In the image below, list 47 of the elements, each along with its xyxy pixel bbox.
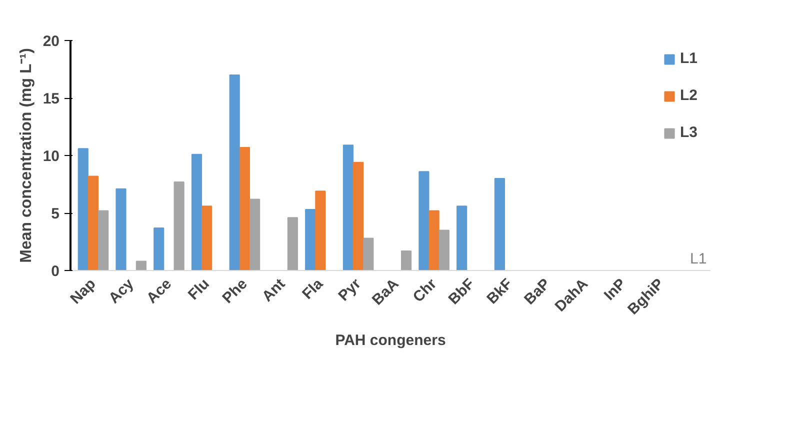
bar <box>78 148 88 270</box>
bar <box>202 206 212 270</box>
y-tick-label: 10 <box>42 148 60 165</box>
bar <box>154 227 164 270</box>
bar <box>98 210 109 270</box>
y-axis-title: Mean concentration (mg L⁻¹) <box>18 48 35 263</box>
bar <box>287 217 298 270</box>
bar <box>305 209 316 270</box>
legend-label: L1 <box>680 50 699 67</box>
bar <box>438 230 450 270</box>
x-tick-label: Pyr <box>335 275 364 305</box>
bar <box>116 188 126 270</box>
x-tick-label: BaP <box>521 275 554 308</box>
x-axis-title: PAH congeners <box>335 332 446 350</box>
x-tick-label: Acy <box>106 275 138 307</box>
y-tick-label: 20 <box>42 33 60 50</box>
x-tick-label: Fla <box>299 275 327 303</box>
bar <box>239 146 250 270</box>
y-tick-label: 15 <box>42 90 60 108</box>
bar <box>250 198 260 270</box>
bar <box>456 206 468 270</box>
bar <box>353 162 364 270</box>
x-tick-label: BaA <box>368 275 402 309</box>
bar <box>136 260 146 270</box>
bar <box>342 144 354 270</box>
bar <box>363 238 374 270</box>
bar <box>315 190 326 270</box>
bar <box>494 178 505 270</box>
bar <box>229 74 240 270</box>
bar <box>174 181 184 270</box>
x-tick-label: Ant <box>258 275 289 306</box>
x-tick-label: Chr <box>410 275 440 306</box>
x-tick-label: Ace <box>143 275 175 307</box>
x-tick-label: Nap <box>67 275 100 308</box>
bar <box>400 250 412 270</box>
y-tick-label: 0 <box>51 263 60 280</box>
legend-label: L2 <box>680 87 699 104</box>
legend-label: L3 <box>680 124 699 141</box>
annotation: L1 <box>690 250 707 268</box>
x-tick-label: Phe <box>219 275 251 307</box>
bar <box>191 154 202 270</box>
x-tick-label: Flu <box>184 275 213 304</box>
x-tick-label: InP <box>600 275 630 304</box>
bar <box>428 210 440 270</box>
bar <box>88 176 99 270</box>
y-tick-label: 5 <box>51 206 60 222</box>
bar <box>418 171 430 270</box>
